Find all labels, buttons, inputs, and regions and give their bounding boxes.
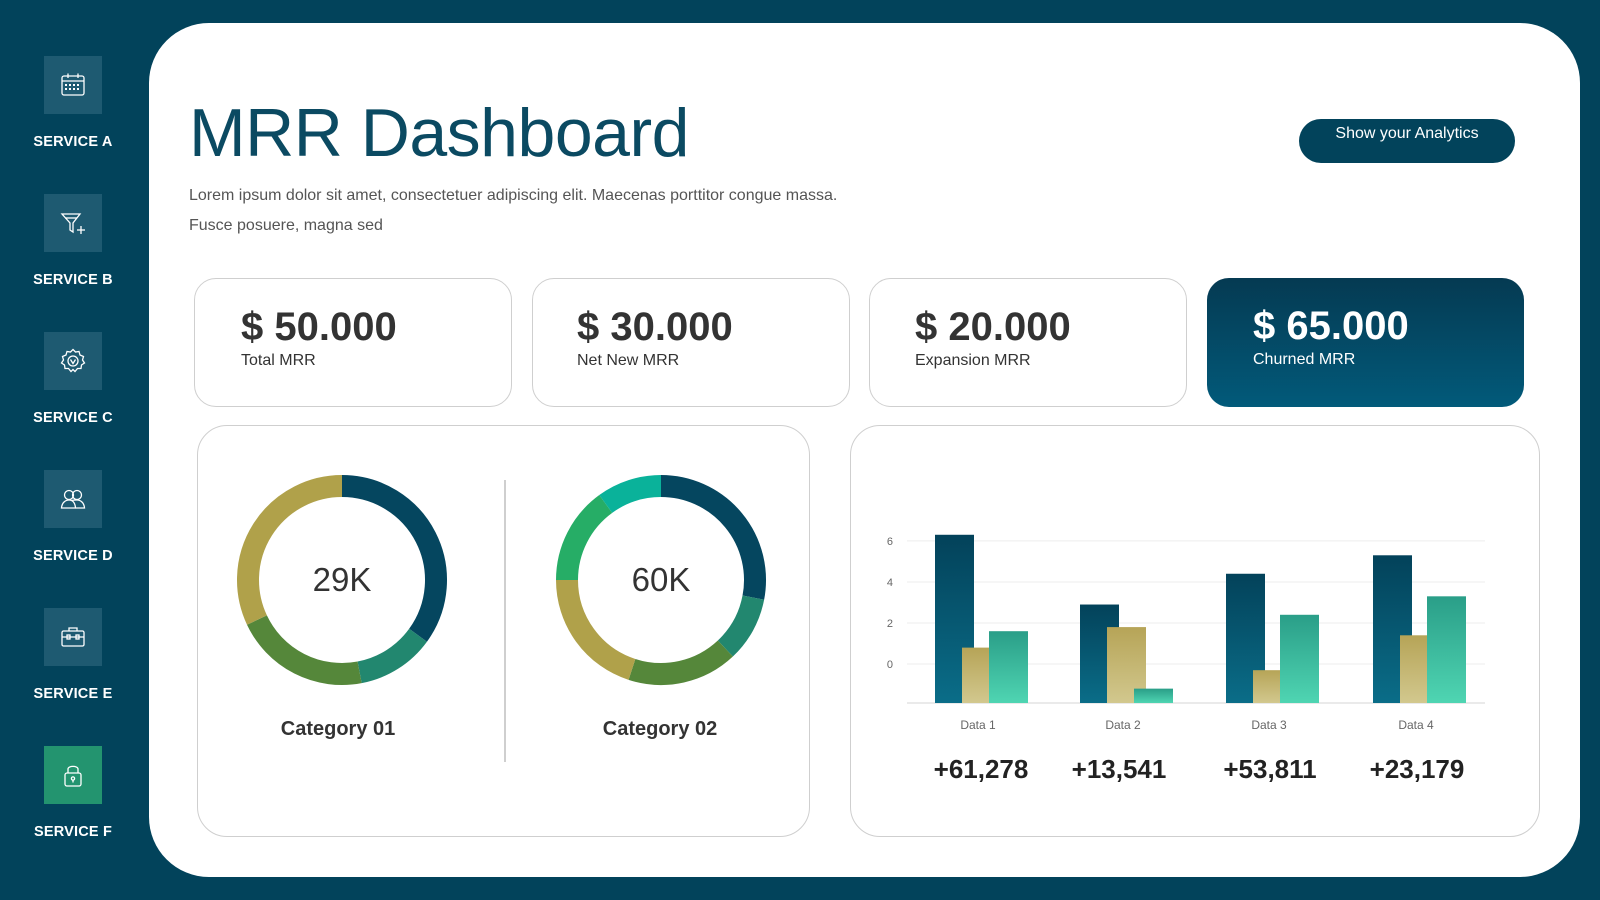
users-icon <box>60 489 86 509</box>
x-tick-label: Data 3 <box>1251 718 1287 732</box>
calendar-icon <box>61 73 85 96</box>
donut-segment <box>237 475 343 625</box>
sidebar-item-service-b[interactable]: SERVICE B <box>0 194 146 288</box>
growth-value: +53,811 <box>1223 754 1317 784</box>
y-tick-label: 2 <box>887 618 893 630</box>
sidebar-item-service-e[interactable]: SERVICE E <box>0 608 146 702</box>
x-tick-label: Data 4 <box>1398 718 1434 732</box>
bar <box>1280 614 1319 703</box>
growth-value: +61,278 <box>933 754 1029 784</box>
donut-segment <box>717 595 765 657</box>
growth-value: +23,179 <box>1369 754 1465 784</box>
donut-segment <box>341 475 447 642</box>
briefcase-icon <box>61 627 85 647</box>
show-analytics-button[interactable]: Show your Analytics <box>1299 119 1515 163</box>
sidebar-item-service-a[interactable]: SERVICE A <box>0 56 146 150</box>
bar-chart-card: 0 2 4 6 Data 1 Data 2 Data 3 Data 4 +61,278 +13… <box>850 425 1540 837</box>
donut-segment <box>556 495 613 581</box>
funnel-add-icon <box>60 213 85 234</box>
x-tick-label: Data 2 <box>1105 718 1141 732</box>
donut-segment <box>628 640 733 685</box>
donut-segment <box>599 475 662 514</box>
sidebar-item-label: SERVICE D <box>33 548 113 564</box>
gear-icon <box>60 348 86 373</box>
sidebar-item-service-c[interactable]: SERVICE C <box>0 332 146 426</box>
kpi-caption: Churned MRR <box>1253 351 1356 368</box>
bar-chart: 0 2 4 6 Data 1 Data 2 Data 3 Data 4 <box>887 534 1485 732</box>
donut-segment <box>246 615 362 685</box>
bar <box>1134 688 1173 703</box>
category-donut-card: 29K Category 01 60K Category 02 <box>197 425 810 837</box>
sidebar-item-label: SERVICE F <box>33 824 113 840</box>
sidebar-item-label: SERVICE E <box>33 686 113 702</box>
kpi-card-net-new-mrr: $ 30.000 Net New MRR <box>532 278 850 407</box>
service-c-tile <box>44 332 102 390</box>
donut-center-label: 60K <box>631 561 691 598</box>
y-tick-label: 6 <box>887 536 893 548</box>
donut-chart-category-02: 60K <box>551 470 771 690</box>
main-panel: MRR Dashboard Lorem ipsum dolor sit amet… <box>149 23 1580 877</box>
kpi-caption: Expansion MRR <box>915 352 1031 369</box>
donut-chart-category-01: 29K <box>232 470 452 690</box>
sidebar-item-service-f[interactable]: SERVICE F <box>0 746 146 840</box>
divider <box>504 480 506 762</box>
sidebar: SERVICE A SERVICE B SERVICE C <box>0 0 148 900</box>
x-tick-label: Data 1 <box>960 718 996 732</box>
page-title: MRR Dashboard <box>189 95 689 171</box>
lock-icon <box>64 765 82 787</box>
y-tick-label: 0 <box>887 659 893 671</box>
donut-ring <box>237 475 447 685</box>
sidebar-item-label: SERVICE B <box>33 272 113 288</box>
kpi-card-expansion-mrr: $ 20.000 Expansion MRR <box>869 278 1187 407</box>
kpi-card-churned-mrr: $ 65.000 Churned MRR <box>1207 278 1524 407</box>
donut-category-label: Category 02 <box>602 718 718 740</box>
sidebar-item-service-d[interactable]: SERVICE D <box>0 470 146 564</box>
service-a-tile <box>44 56 102 114</box>
donut-center-label: 29K <box>312 561 372 598</box>
kpi-value: $ 65.000 <box>1253 304 1409 348</box>
donut-segment <box>357 628 427 684</box>
service-f-tile <box>44 746 102 804</box>
donut-segment <box>556 579 636 680</box>
kpi-caption: Net New MRR <box>577 352 680 369</box>
page-subtitle: Lorem ipsum dolor sit amet, consectetuer… <box>189 187 838 234</box>
sidebar-item-label: SERVICE C <box>33 410 113 426</box>
kpi-value: $ 20.000 <box>915 305 1071 349</box>
donut-segment <box>660 475 766 600</box>
donut-ring <box>556 475 766 685</box>
kpi-card-total-mrr: $ 50.000 Total MRR <box>194 278 512 407</box>
donut-category-label: Category 01 <box>280 718 396 740</box>
kpi-caption: Total MRR <box>241 352 316 369</box>
bar <box>989 631 1028 703</box>
y-tick-label: 4 <box>887 577 893 589</box>
kpi-value: $ 50.000 <box>241 305 397 349</box>
service-b-tile <box>44 194 102 252</box>
sidebar-item-label: SERVICE A <box>33 134 113 150</box>
service-d-tile <box>44 470 102 528</box>
bar <box>1427 596 1466 703</box>
growth-value: +13,541 <box>1071 754 1167 784</box>
kpi-value: $ 30.000 <box>577 305 733 349</box>
service-e-tile <box>44 608 102 666</box>
